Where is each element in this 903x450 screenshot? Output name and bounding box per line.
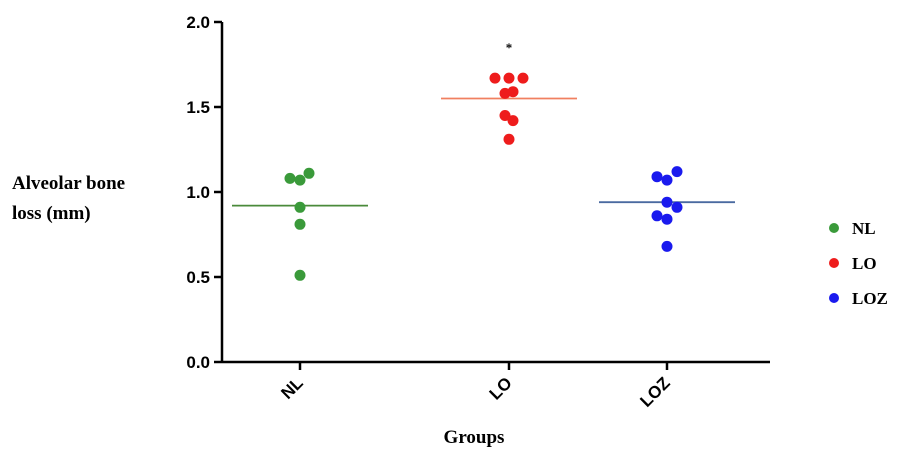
y-tick-label: 1.0 <box>186 183 210 202</box>
y-axis-label-line: Alveolar bone <box>12 173 125 194</box>
legend-label: LO <box>852 254 877 273</box>
x-tick-label: LOZ <box>636 373 673 410</box>
data-point <box>503 72 515 84</box>
chart-axes: 0.0 0.5 1.0 1.5 2.0 NL LO LOZ <box>186 13 770 411</box>
data-point <box>503 133 515 145</box>
data-point <box>294 269 306 281</box>
x-axis-label: Groups <box>444 427 505 448</box>
y-axis-label: Alveolar bone loss (mm) <box>12 173 125 224</box>
data-point <box>517 72 529 84</box>
legend-marker <box>829 293 839 303</box>
data-point <box>284 172 296 184</box>
data-point <box>661 196 673 208</box>
significance-marker: * <box>506 40 513 55</box>
data-point <box>671 201 683 213</box>
data-point <box>661 213 673 225</box>
chart-labels: * Alveolar bone loss (mm) Groups <box>12 40 512 448</box>
x-tick-label: NL <box>277 373 306 402</box>
y-tick-label: 1.5 <box>186 98 210 117</box>
y-tick-label: 2.0 <box>186 13 210 32</box>
legend-marker <box>829 223 839 233</box>
data-point <box>651 171 663 183</box>
data-point <box>294 218 306 230</box>
data-point <box>661 174 673 186</box>
data-point <box>294 174 306 186</box>
y-tick-label: 0.0 <box>186 353 210 372</box>
data-point <box>651 210 663 222</box>
legend-label: NL <box>852 219 876 238</box>
data-point <box>294 201 306 213</box>
chart-legend: NL LO LOZ <box>829 219 888 308</box>
legend-label: LOZ <box>852 289 888 308</box>
x-tick-label: LO <box>486 373 516 403</box>
mean-lines <box>232 97 735 207</box>
data-point <box>661 240 673 252</box>
data-point <box>303 167 315 179</box>
data-point <box>507 115 519 127</box>
data-point <box>671 166 683 178</box>
y-axis-label-line: loss (mm) <box>12 203 91 224</box>
data-point <box>489 72 501 84</box>
data-point <box>499 110 511 121</box>
y-tick-label: 0.5 <box>186 268 210 287</box>
data-point <box>507 86 519 98</box>
legend-marker <box>829 258 839 268</box>
data-points <box>284 72 683 281</box>
